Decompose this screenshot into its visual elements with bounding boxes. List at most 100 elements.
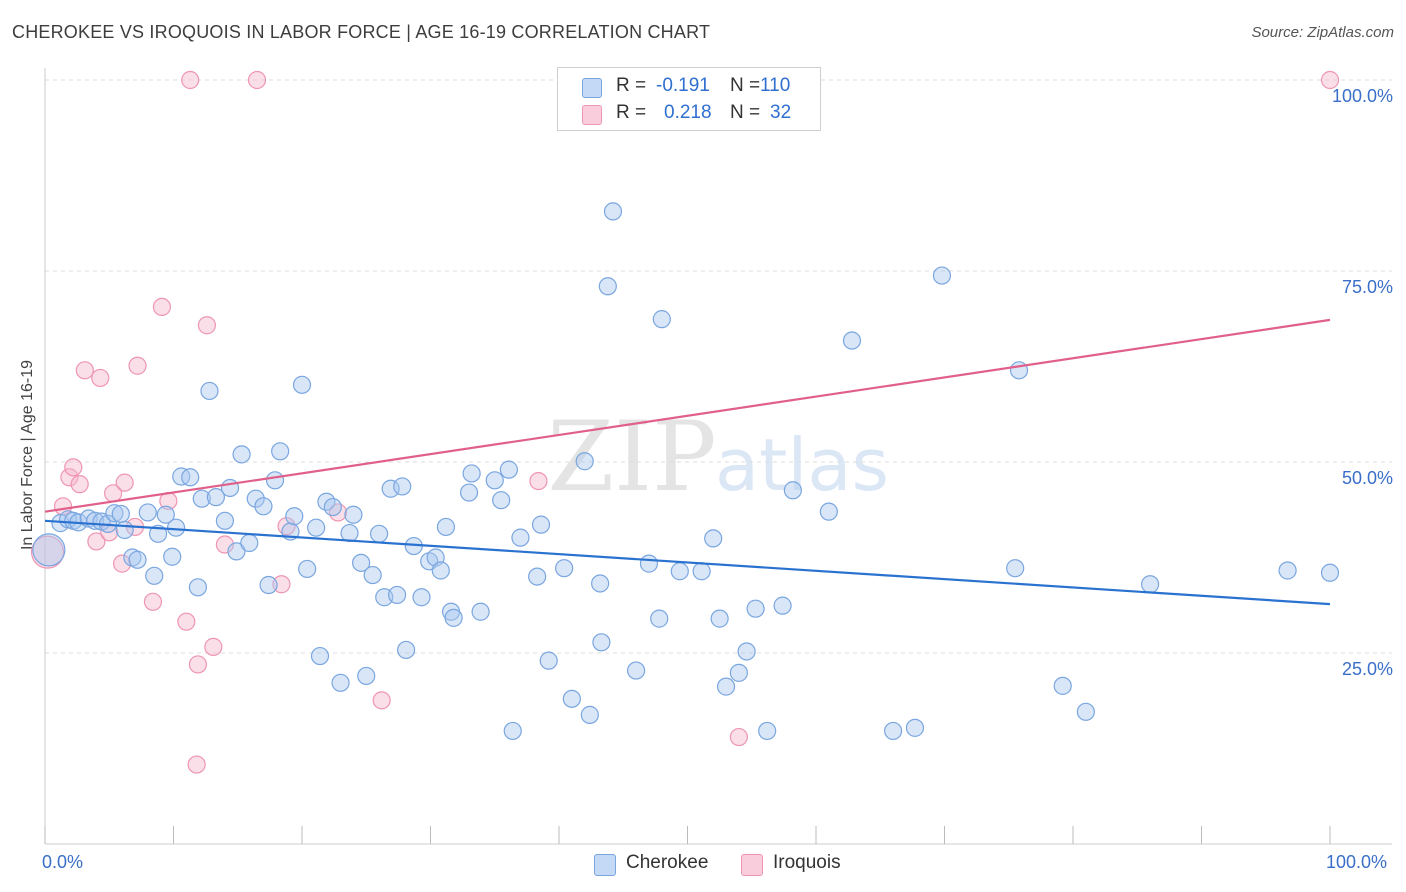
cherokee-point xyxy=(716,677,736,696)
cherokee-point xyxy=(163,547,182,566)
iroquois-point xyxy=(204,637,223,656)
cherokee-point xyxy=(531,515,551,534)
iroquois-point xyxy=(152,297,172,317)
r-label: R = xyxy=(616,75,647,96)
iroquois-point xyxy=(60,468,79,487)
cherokee-point xyxy=(783,481,802,500)
cherokee-point xyxy=(387,585,407,605)
cherokee-point xyxy=(591,574,610,593)
cherokee-point xyxy=(265,471,285,490)
iroquois-legend-label: Iroquois xyxy=(773,852,841,873)
iroquois-legend-swatch xyxy=(741,854,763,876)
cherokee-point xyxy=(436,517,456,537)
stats-legend: R = -0.191 N = 110 R = 0.218 N = 32 xyxy=(557,67,821,131)
cherokee-point xyxy=(729,663,749,682)
cherokee-legend-label: Cherokee xyxy=(626,852,709,873)
cherokee-point xyxy=(200,381,219,401)
cherokee-point xyxy=(758,721,777,741)
cherokee-point xyxy=(580,705,599,724)
cherokee-point xyxy=(692,562,711,581)
cherokee-point xyxy=(575,452,594,471)
cherokee-point xyxy=(842,331,862,350)
cherokee-point xyxy=(528,567,547,586)
cherokee-point xyxy=(598,277,617,296)
x-tick-label-min: 0.0% xyxy=(42,852,84,872)
cherokee-point xyxy=(412,588,431,607)
cherokee-point xyxy=(156,505,175,524)
y-tick-label-25: 25.0% xyxy=(1341,659,1393,679)
cherokee-point xyxy=(352,553,371,572)
chart-title: CHEROKEE VS IROQUOIS IN LABOR FORCE | AG… xyxy=(12,22,711,42)
cherokee-point xyxy=(192,489,211,508)
iroquois-point xyxy=(112,554,132,573)
cherokee-point xyxy=(105,504,124,523)
cherokee-point xyxy=(285,507,304,526)
iroquois-swatch xyxy=(582,105,602,125)
cherokee-point xyxy=(555,559,574,578)
cherokee-point xyxy=(331,673,350,692)
cherokee-point xyxy=(227,542,246,561)
cherokee-point xyxy=(381,479,400,498)
cherokee-point xyxy=(298,559,317,579)
cherokee-point xyxy=(145,566,164,585)
watermark-zip: ZIP xyxy=(547,401,716,513)
iroquois-point xyxy=(188,655,208,674)
cherokee-point xyxy=(138,503,157,522)
cherokee-point xyxy=(704,529,723,548)
iroquois-point xyxy=(87,532,106,551)
cherokee-point xyxy=(431,561,450,580)
cherokee-point xyxy=(1278,561,1297,580)
cherokee-point xyxy=(511,528,530,547)
cherokee-point xyxy=(259,575,278,595)
iroquois-point xyxy=(215,535,234,554)
n-value: 110 xyxy=(760,75,791,96)
iroquois-point xyxy=(128,356,147,375)
cherokee-point xyxy=(670,562,689,581)
y-tick-label-100: 100.0% xyxy=(1331,86,1393,106)
cherokee-point xyxy=(396,640,416,660)
cherokee-point xyxy=(650,609,669,628)
y-tick-label-50: 50.0% xyxy=(1341,468,1393,488)
iroquois-point xyxy=(272,575,291,594)
cherokee-point xyxy=(128,550,147,569)
cherokee-point xyxy=(115,520,134,540)
cherokee-point xyxy=(883,721,903,741)
cherokee-point xyxy=(471,602,490,621)
cherokee-swatch xyxy=(582,78,602,98)
iroquois-point xyxy=(30,535,65,569)
r-value: -0.191 xyxy=(656,75,710,96)
source-label: Source: ZipAtlas.com xyxy=(1251,24,1394,41)
iroquois-point xyxy=(143,592,163,611)
cherokee-point xyxy=(148,524,168,543)
r-label: R = xyxy=(616,102,647,123)
cherokee-point xyxy=(652,310,671,329)
cherokee-point xyxy=(340,523,359,543)
cherokee-point xyxy=(1006,559,1025,578)
cherokee-point xyxy=(206,488,226,507)
iroquois-point xyxy=(91,368,110,388)
cherokee-point xyxy=(370,524,389,543)
cherokee-point xyxy=(562,689,581,708)
cherokee-point xyxy=(240,533,259,553)
iroquois-point xyxy=(181,70,200,90)
cherokee-point xyxy=(323,497,342,517)
cherokee-point xyxy=(462,464,481,483)
y-tick-label-75: 75.0% xyxy=(1341,277,1393,297)
cherokee-point xyxy=(1076,702,1095,721)
cherokee-point xyxy=(603,202,623,221)
cherokee-point xyxy=(344,505,363,524)
cherokee-point xyxy=(111,504,130,524)
iroquois-point xyxy=(70,475,89,494)
cherokee-legend-swatch xyxy=(594,854,616,876)
cherokee-point xyxy=(246,489,265,508)
iroquois-point xyxy=(75,361,94,380)
cherokee-point xyxy=(932,266,952,285)
cherokee-point xyxy=(773,596,792,615)
cherokee-point xyxy=(1140,575,1160,594)
iroquois-point xyxy=(247,70,267,90)
cherokee-point xyxy=(499,460,518,479)
cherokee-point xyxy=(393,477,412,496)
cherokee-point xyxy=(307,518,326,537)
cherokee-point xyxy=(271,442,290,461)
